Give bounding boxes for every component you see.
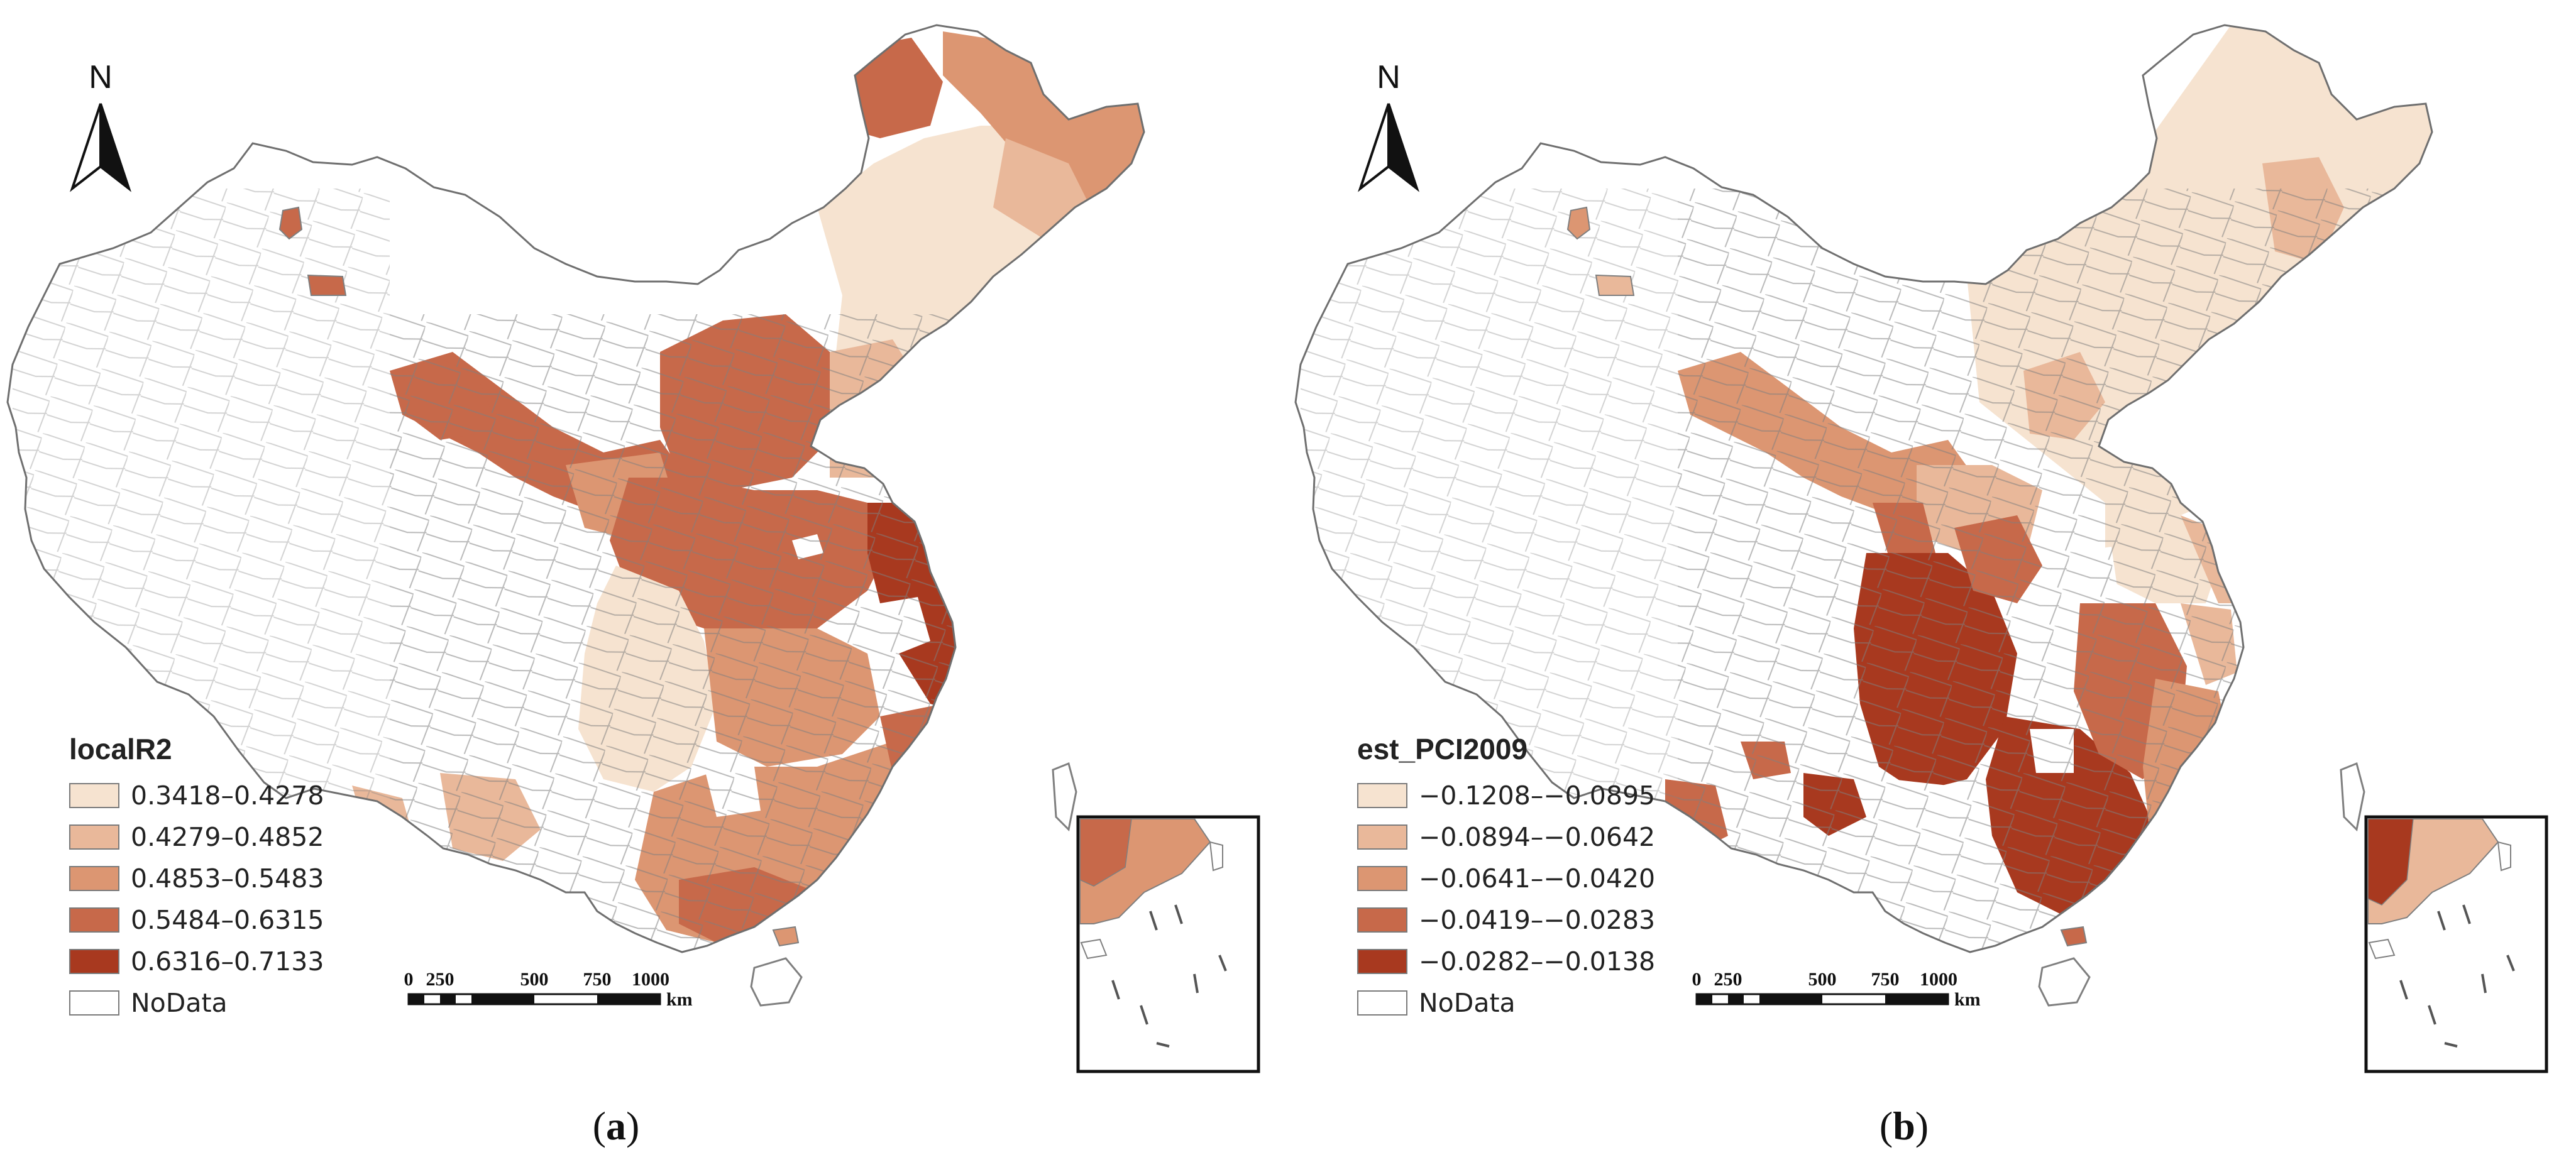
legend-a: localR2 0.3418–0.4278 0.4279–0.4852 0.48… [69, 732, 324, 1024]
panel-caption-a: (a) [592, 1104, 640, 1148]
legend-item: NoData [69, 982, 324, 1024]
scale-tick-0: 0 [404, 969, 414, 990]
legend-label: −0.0641–−0.0420 [1419, 863, 1656, 894]
legend-label: NoData [1419, 988, 1516, 1018]
north-arrow-b: N [1358, 59, 1419, 192]
map-canvas-b: N 0 250 500 750 1000 km [1294, 24, 2548, 1073]
legend-item: −0.1208–−0.0895 [1357, 775, 1655, 816]
legend-item: 0.4853–0.5483 [69, 858, 324, 899]
scale-tick-0: 0 [1692, 969, 1702, 990]
legend-item: 0.3418–0.4278 [69, 775, 324, 816]
legend-item: 0.4279–0.4852 [69, 816, 324, 858]
legend-swatch [69, 783, 119, 808]
legend-label: −0.0419–−0.0283 [1419, 905, 1656, 935]
legend-swatch [1357, 866, 1407, 891]
scale-tick-750: 750 [1871, 969, 1900, 990]
scale-tick-1000: 1000 [1920, 969, 1957, 990]
scale-bar-b: 0 250 500 750 1000 km [1692, 969, 1981, 1010]
scale-tick-250: 250 [1714, 969, 1742, 990]
hainan-island-a [750, 957, 803, 1007]
country-outline-b [1294, 24, 2433, 953]
map-panel-b: N 0 250 500 750 1000 km est_PCI2009 [1288, 0, 2576, 1172]
country-outline-a [6, 24, 1145, 953]
legend-item: −0.0282–−0.0138 [1357, 941, 1655, 982]
legend-label: −0.0894–−0.0642 [1419, 822, 1656, 852]
legend-swatch [1357, 907, 1407, 933]
legend-item: −0.0894–−0.0642 [1357, 816, 1655, 858]
caption-label-b: b [1893, 1104, 1915, 1148]
legend-label: 0.5484–0.6315 [131, 905, 324, 935]
scale-tick-750: 750 [583, 969, 612, 990]
legend-item: −0.0641–−0.0420 [1357, 858, 1655, 899]
legend-item: 0.6316–0.7133 [69, 941, 324, 982]
legend-swatch [1357, 783, 1407, 808]
legend-item: NoData [1357, 982, 1655, 1024]
legend-label: NoData [131, 988, 228, 1018]
legend-label: 0.4279–0.4852 [131, 822, 324, 852]
legend-title-a: localR2 [69, 733, 172, 765]
legend-label: 0.4853–0.5483 [131, 863, 324, 894]
legend-swatch [69, 990, 119, 1016]
legend-swatch [69, 824, 119, 850]
legend-label: 0.6316–0.7133 [131, 946, 324, 977]
north-label-b: N [1377, 59, 1401, 96]
taiwan-island-a [1052, 762, 1077, 832]
scale-unit: km [1954, 989, 1981, 1010]
scale-tick-500: 500 [1808, 969, 1837, 990]
legend-item: 0.5484–0.6315 [69, 899, 324, 941]
legend-label: −0.1208–−0.0895 [1419, 780, 1656, 811]
legend-label: 0.3418–0.4278 [131, 780, 324, 811]
legend-item: −0.0419–−0.0283 [1357, 899, 1655, 941]
map-panel-a: N 0 250 500 750 1000 km localR2 [6, 24, 1260, 1148]
legend-swatch [69, 866, 119, 891]
legend-swatch [69, 949, 119, 974]
south-china-sea-inset-a [1076, 815, 1260, 1073]
scale-bar-a: 0 250 500 750 1000 km [404, 969, 693, 1010]
legend-swatch [69, 907, 119, 933]
legend-swatch [1357, 949, 1407, 974]
map-canvas-a: N 0 250 500 750 1000 km [6, 24, 1260, 1073]
caption-label-a: a [606, 1104, 626, 1148]
scale-tick-250: 250 [426, 969, 454, 990]
scale-tick-500: 500 [520, 969, 549, 990]
taiwan-island-b [2340, 762, 2365, 832]
hainan-island-b [2038, 957, 2091, 1007]
legend-swatch [1357, 824, 1407, 850]
scale-tick-1000: 1000 [632, 969, 669, 990]
north-label-a: N [89, 59, 113, 96]
legend-swatch [1357, 990, 1407, 1016]
legend-label: −0.0282–−0.0138 [1419, 946, 1656, 977]
north-arrow-a: N [70, 59, 131, 192]
scale-unit: km [666, 989, 693, 1010]
south-china-sea-inset-b [2364, 815, 2548, 1073]
legend-title-b: est_PCI2009 [1357, 733, 1528, 765]
legend-b: est_PCI2009 −0.1208–−0.0895 −0.0894–−0.0… [1357, 732, 1655, 1024]
panel-caption-b: (b) [1879, 1104, 1929, 1148]
